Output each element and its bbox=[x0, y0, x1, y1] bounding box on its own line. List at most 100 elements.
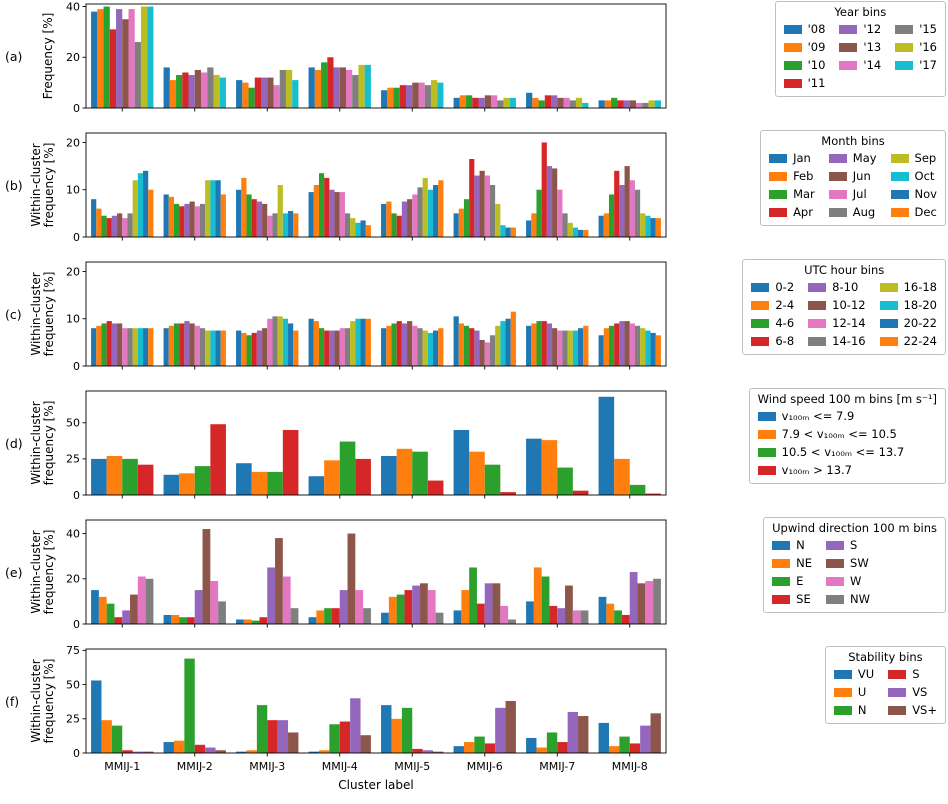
bar bbox=[184, 203, 190, 237]
legend-swatch-icon bbox=[828, 189, 847, 199]
bar bbox=[254, 77, 262, 108]
legend-label: 12-14 bbox=[832, 315, 866, 330]
bar bbox=[401, 201, 408, 237]
bar bbox=[453, 97, 460, 108]
bar bbox=[412, 748, 423, 753]
legend-label: VS bbox=[912, 684, 928, 699]
axes-frame bbox=[85, 261, 667, 367]
bar bbox=[308, 476, 325, 495]
bar bbox=[194, 744, 206, 753]
legend-label: 22-24 bbox=[903, 333, 937, 348]
bar bbox=[386, 201, 392, 237]
bar bbox=[339, 721, 351, 753]
bar bbox=[106, 218, 112, 237]
legend-label: v₁₀₀ₘ <= 7.9 bbox=[781, 409, 855, 423]
bar bbox=[640, 213, 646, 237]
bar bbox=[629, 180, 635, 237]
bar bbox=[412, 194, 418, 237]
bar bbox=[288, 732, 299, 753]
plot-c: 0 10 20 Within-clusterfrequency [%] bbox=[30, 258, 670, 387]
legend-label: VU bbox=[857, 667, 875, 681]
bar bbox=[339, 192, 345, 237]
y-tick-label: 50 bbox=[66, 678, 80, 691]
legend-label: '11 bbox=[807, 75, 826, 90]
bar bbox=[130, 594, 138, 624]
legend-label: U bbox=[857, 684, 867, 699]
bar bbox=[273, 85, 280, 108]
legend-entries: 0-2 2-4 4-6 6-8 8-10 10-12 12-14 14-16 16-18 18-2… bbox=[751, 280, 937, 349]
legend-column-d: Wind speed 100 m bins [m s⁻¹] v₁₀₀ₘ <= 7… bbox=[670, 387, 948, 516]
bar bbox=[417, 187, 423, 237]
bar bbox=[572, 490, 589, 495]
bar bbox=[194, 69, 201, 108]
bar bbox=[236, 189, 242, 237]
bar bbox=[236, 751, 247, 753]
bar bbox=[459, 95, 467, 108]
bar bbox=[248, 87, 255, 108]
legend-swatch-icon bbox=[783, 24, 802, 34]
bar bbox=[272, 316, 278, 366]
legend-entries: '08 '09 '10 '11 '12 '13 '14 '15 '16 '17 bbox=[783, 22, 937, 91]
legend-entry: Nov bbox=[890, 187, 937, 202]
bar bbox=[122, 458, 138, 495]
bar bbox=[603, 328, 609, 366]
bar bbox=[114, 617, 123, 624]
bar bbox=[324, 608, 332, 624]
bar bbox=[210, 180, 216, 237]
legend-entry: '08 bbox=[783, 22, 825, 37]
bar bbox=[143, 751, 154, 753]
bar bbox=[103, 6, 110, 108]
bar bbox=[241, 177, 247, 237]
bar bbox=[526, 92, 533, 108]
legend-entry: 6-8 bbox=[751, 334, 794, 349]
bar bbox=[381, 705, 392, 753]
legend-label: NE bbox=[796, 555, 813, 570]
x-tick-label: MMIJ-8 bbox=[612, 760, 648, 773]
bar bbox=[331, 608, 340, 624]
bar bbox=[292, 80, 299, 108]
bar bbox=[645, 493, 661, 495]
bar bbox=[453, 746, 464, 753]
legend-entry: Aug bbox=[828, 205, 877, 220]
bar bbox=[122, 750, 133, 753]
legend-entry: v₁₀₀ₘ <= 7.9 bbox=[757, 409, 905, 424]
panel-row-b: (b) 0 10 20 Within-clusterfrequency [%] Mon… bbox=[0, 129, 948, 258]
y-tick-label: 0 bbox=[73, 747, 80, 760]
bar bbox=[147, 6, 154, 108]
bar bbox=[134, 42, 141, 108]
legend-entry: 14-16 bbox=[808, 334, 866, 349]
bar bbox=[282, 318, 289, 366]
legend-box-utc-hour-bins: UTC hour bins 0-2 2-4 4-6 6-8 8-10 10-12 12-14… bbox=[742, 259, 946, 355]
bar bbox=[219, 77, 226, 108]
bar bbox=[526, 737, 537, 753]
bar bbox=[433, 330, 439, 366]
legend-label: VS+ bbox=[912, 702, 937, 717]
bar bbox=[629, 484, 646, 495]
bar bbox=[127, 328, 133, 366]
bar bbox=[267, 77, 274, 108]
legend-swatch-icon bbox=[751, 300, 770, 310]
axes-frame bbox=[85, 390, 667, 496]
bar bbox=[617, 100, 624, 108]
bar bbox=[461, 590, 470, 624]
bar bbox=[453, 430, 470, 495]
bar bbox=[510, 311, 516, 366]
bar bbox=[308, 318, 314, 366]
bar bbox=[476, 603, 485, 624]
bar bbox=[290, 608, 299, 624]
bar bbox=[143, 328, 149, 366]
bar bbox=[619, 185, 625, 237]
x-tick-label: MMIJ-7 bbox=[539, 760, 575, 773]
x-tick-label: MMIJ-3 bbox=[249, 760, 285, 773]
y-tick-label: 0 bbox=[73, 618, 80, 631]
bar bbox=[116, 9, 123, 108]
legend-entry: '12 bbox=[839, 22, 881, 37]
bar bbox=[355, 590, 364, 624]
legend-swatch-icon bbox=[839, 42, 858, 52]
axes-frame bbox=[85, 519, 667, 625]
bar bbox=[213, 75, 220, 108]
bar bbox=[526, 438, 542, 495]
bar bbox=[111, 323, 118, 366]
y-tick-label: 10 bbox=[66, 184, 80, 197]
bar bbox=[173, 323, 180, 366]
